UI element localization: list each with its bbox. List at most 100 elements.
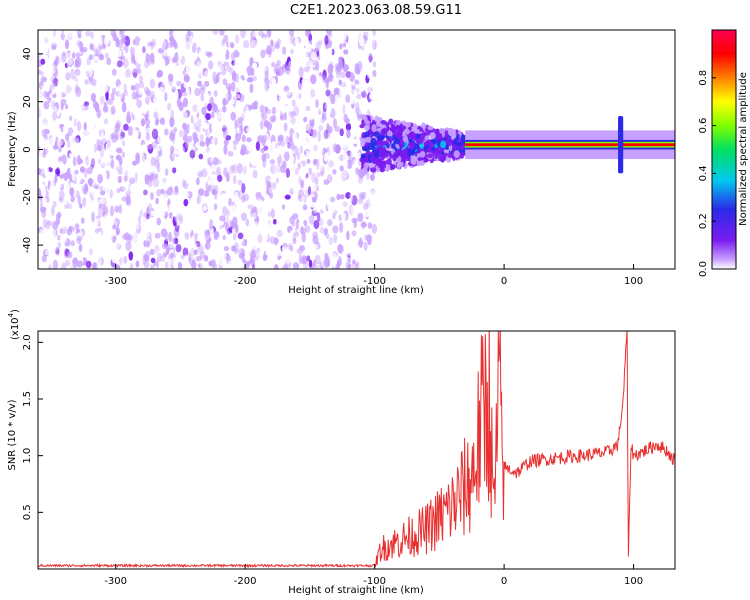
heatmap-cell xyxy=(173,140,180,147)
heatmap-cell xyxy=(115,39,120,48)
heatmap-cell xyxy=(237,109,242,118)
heatmap-cell xyxy=(261,64,267,73)
heatmap-cell xyxy=(123,89,128,97)
heatmap-cell xyxy=(75,86,82,98)
heatmap-cell xyxy=(252,62,258,69)
heatmap-cell xyxy=(134,219,140,230)
heatmap-cell xyxy=(85,244,91,253)
heatmap-cell xyxy=(185,178,192,184)
heatmap-cell xyxy=(86,57,91,66)
heatmap-cell xyxy=(272,256,276,266)
heatmap-cell xyxy=(342,104,346,115)
heatmap-cell xyxy=(55,246,60,256)
x-tick-label: -300 xyxy=(104,576,127,587)
heatmap-cell xyxy=(367,222,373,229)
heatmap-cell xyxy=(253,196,257,205)
heatmap-cell xyxy=(271,141,276,149)
heatmap-cell xyxy=(326,185,330,196)
heatmap-cell xyxy=(357,106,363,115)
heatmap-cell xyxy=(267,89,273,100)
heatmap-cell xyxy=(316,160,321,171)
heatmap-cell xyxy=(65,259,71,267)
heatmap-cell xyxy=(416,160,422,167)
heatmap-cell xyxy=(333,209,338,216)
heatmap-cell xyxy=(192,104,198,113)
heatmap-cell xyxy=(106,30,112,36)
heatmap-cell xyxy=(161,79,165,86)
heatmap-cell xyxy=(260,110,265,119)
heatmap-cell xyxy=(319,165,325,175)
heatmap-cell xyxy=(223,61,229,67)
heatmap-cell xyxy=(38,108,41,118)
heatmap-cell xyxy=(253,31,258,38)
heatmap-cell xyxy=(332,118,338,129)
heatmap-cell xyxy=(338,79,342,86)
heatmap-cell xyxy=(121,151,126,158)
heatmap-cell xyxy=(149,78,156,89)
heatmap-cell xyxy=(330,36,334,42)
heatmap-cell xyxy=(210,252,215,262)
heatmap-cell xyxy=(174,121,181,127)
heatmap-cell xyxy=(320,203,327,211)
heatmap-cell xyxy=(252,169,258,179)
heatmap-cell xyxy=(376,123,383,128)
heatmap-cell xyxy=(372,69,377,77)
heatmap-cell xyxy=(326,160,331,172)
heatmap-cell xyxy=(54,140,59,149)
heatmap-cell xyxy=(295,122,301,130)
heatmap-cell xyxy=(40,228,44,236)
heatmap-cell xyxy=(75,137,80,148)
heatmap-cell xyxy=(276,88,283,96)
heatmap-cell xyxy=(109,189,113,199)
heatmap-cell xyxy=(436,139,441,148)
heatmap-cell xyxy=(170,109,175,119)
heatmap-cell xyxy=(45,204,50,215)
heatmap-cell xyxy=(374,115,380,123)
heatmap-cell xyxy=(90,250,98,260)
heatmap-cell xyxy=(198,221,205,232)
heatmap-cell xyxy=(74,69,81,77)
heatmap-cell xyxy=(342,183,348,194)
heatmap-cell xyxy=(110,122,116,133)
heatmap-cell xyxy=(315,41,321,52)
heatmap-cell xyxy=(45,144,50,155)
heatmap-cell xyxy=(75,56,82,67)
heatmap-cell xyxy=(53,253,59,261)
heatmap-cell xyxy=(177,68,184,79)
heatmap-cell xyxy=(316,172,321,178)
heatmap-cell xyxy=(274,163,280,173)
heatmap-cell xyxy=(129,203,136,211)
heatmap-cell xyxy=(335,65,342,75)
heatmap-cell xyxy=(212,157,219,166)
heatmap-cell xyxy=(336,178,341,190)
heatmap-cell xyxy=(302,179,309,191)
heatmap-cell xyxy=(213,116,218,127)
heatmap-cell xyxy=(232,144,237,150)
heatmap-cell xyxy=(142,67,149,78)
heatmap-cell xyxy=(51,44,57,51)
heatmap-cell xyxy=(300,180,305,189)
heatmap-cell xyxy=(183,191,190,200)
heatmap-cell xyxy=(141,144,147,152)
heatmap-cell xyxy=(44,249,50,256)
heatmap-cell xyxy=(176,135,182,145)
heatmap-cell xyxy=(294,231,299,238)
heatmap-cell xyxy=(295,37,300,46)
heatmap-cell xyxy=(98,53,105,61)
heatmap-cell xyxy=(252,263,256,269)
heatmap-cell xyxy=(67,203,73,209)
heatmap-cell xyxy=(334,125,341,132)
heatmap-cell xyxy=(160,188,165,195)
heatmap-cell xyxy=(252,75,257,82)
heatmap-cell xyxy=(276,219,281,230)
heatmap-cell xyxy=(222,105,227,113)
heatmap-cell xyxy=(191,259,197,269)
heatmap-cell xyxy=(368,53,373,64)
y-tick-label: 40 xyxy=(22,48,33,61)
heatmap-cell xyxy=(102,244,107,254)
heatmap-cell xyxy=(70,240,76,247)
heatmap-cell xyxy=(316,35,323,41)
heatmap-cell xyxy=(212,71,217,82)
heatmap-cell xyxy=(228,127,234,135)
heatmap-cell xyxy=(363,31,369,38)
